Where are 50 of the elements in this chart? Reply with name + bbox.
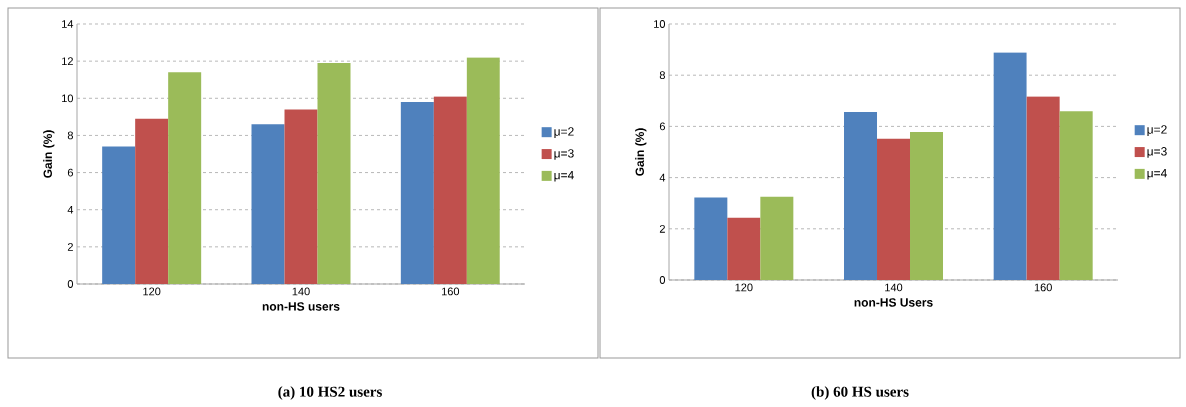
- bar: [400, 102, 434, 284]
- bar: [168, 72, 202, 284]
- text: (a) 10 HS2 users: [278, 386, 382, 400]
- x-tick-label: 160: [1034, 283, 1052, 292]
- y-tick-label: 0: [659, 276, 666, 284]
- x-tick-label: 120: [735, 283, 753, 292]
- legend-label: μ=3: [554, 149, 574, 160]
- y-tick-label: 0: [67, 280, 74, 288]
- y-tick-label: 4: [659, 173, 666, 182]
- x-tick-label: 140: [885, 283, 903, 292]
- bar: [910, 132, 944, 280]
- legend-label: μ=4: [554, 171, 574, 182]
- y-tick-label: 14: [62, 20, 74, 28]
- bar: [466, 57, 500, 284]
- bar: [284, 109, 318, 284]
- bar: [760, 196, 794, 280]
- bar: [251, 124, 285, 284]
- bar: [727, 217, 761, 280]
- x-tick-label: 160: [441, 287, 460, 296]
- y-axis-title: Gain (%): [635, 128, 647, 176]
- legend-label: μ=4: [1147, 169, 1167, 180]
- y-tick-label: 4: [67, 205, 74, 214]
- bar: [993, 52, 1027, 280]
- bar: [1026, 96, 1060, 280]
- y-tick-label: 6: [67, 168, 73, 177]
- y-tick-label: 2: [67, 243, 73, 251]
- x-tick-label: 120: [143, 287, 161, 296]
- text: (b) 60 HS users: [811, 386, 909, 400]
- bar: [135, 118, 169, 284]
- bar: [1059, 111, 1093, 280]
- y-tick-label: 8: [67, 131, 73, 140]
- x-axis-title: non-HS Users: [854, 298, 933, 307]
- y-tick-label: 10: [654, 20, 666, 28]
- bar: [102, 146, 136, 284]
- x-tick-label: 140: [292, 287, 310, 296]
- legend-label: μ=2: [554, 127, 574, 138]
- bar: [844, 112, 878, 280]
- bar: [433, 96, 467, 284]
- y-tick-label: 10: [62, 94, 74, 103]
- legend-label: μ=3: [1147, 147, 1167, 158]
- legend-label: μ=2: [1147, 125, 1167, 136]
- y-axis-title: Gain (%): [43, 130, 55, 178]
- bar: [877, 138, 911, 280]
- x-axis-title: non-HS users: [262, 302, 340, 311]
- bar: [317, 63, 351, 284]
- y-tick-label: 6: [659, 122, 665, 131]
- y-tick-label: 2: [659, 224, 665, 233]
- bar: [694, 197, 728, 280]
- y-tick-label: 12: [62, 57, 73, 65]
- y-tick-label: 8: [659, 71, 665, 80]
